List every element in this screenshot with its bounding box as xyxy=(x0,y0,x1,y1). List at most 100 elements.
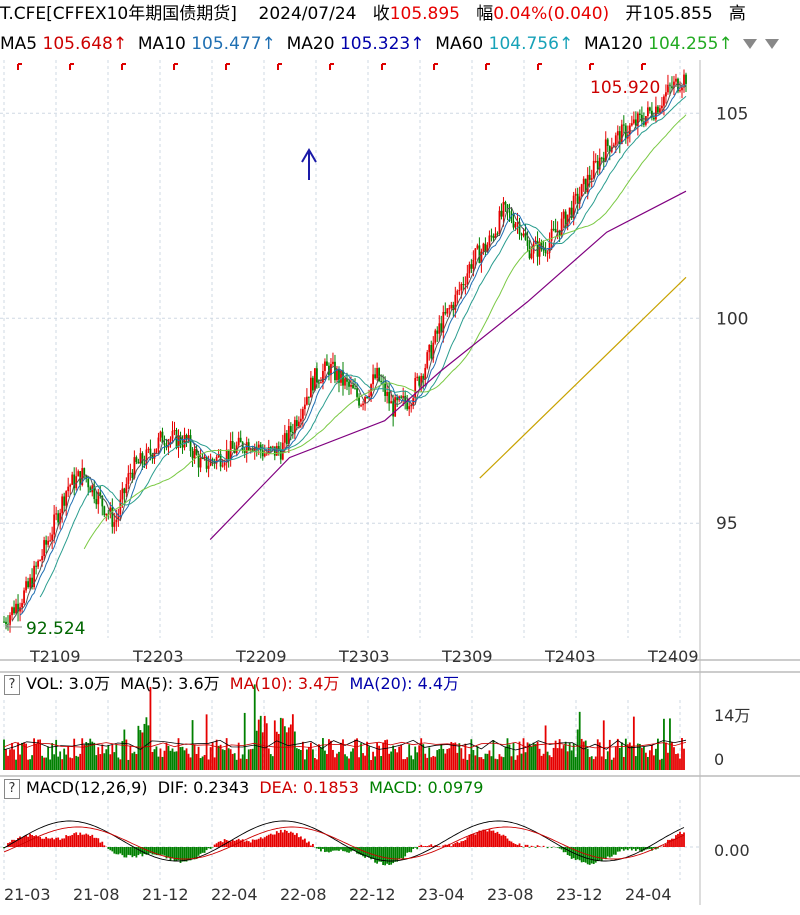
candle-body xyxy=(5,621,7,625)
volume-bar xyxy=(416,752,419,770)
candle-body xyxy=(522,233,525,236)
candle-body xyxy=(632,119,635,124)
candle-body xyxy=(622,124,625,126)
macd-bar xyxy=(608,847,611,858)
macd-bar xyxy=(121,847,124,856)
candle-body xyxy=(404,395,407,403)
macd-bar xyxy=(35,835,37,847)
volume-bar xyxy=(149,686,152,770)
macd-bar xyxy=(390,847,393,865)
volume-bar xyxy=(534,744,537,770)
macd-bar xyxy=(167,847,170,858)
x-tick-label: T2403 xyxy=(544,647,596,666)
volume-bar xyxy=(340,742,342,770)
volume-bar xyxy=(434,756,437,770)
volume-bar xyxy=(223,750,226,770)
volume-bar xyxy=(187,753,190,770)
macd-bar xyxy=(53,839,56,847)
volume-bar xyxy=(542,753,545,770)
volume-bar xyxy=(520,753,523,770)
volume-bar xyxy=(480,757,483,770)
macd-bar xyxy=(171,847,174,859)
volume-bar xyxy=(582,741,585,770)
volume-bar xyxy=(35,743,37,770)
candle-body xyxy=(233,448,236,453)
help-icon[interactable]: ? xyxy=(4,674,20,695)
macd-bar xyxy=(382,847,385,866)
macd-bar xyxy=(406,847,409,853)
macd-bar xyxy=(181,847,184,862)
macd-bar xyxy=(506,838,509,847)
macd-bar xyxy=(494,832,497,847)
volume-bar xyxy=(169,750,172,770)
candle-body xyxy=(37,560,39,567)
volume-bar xyxy=(157,756,160,770)
macd-bar xyxy=(320,847,322,852)
volume-bar xyxy=(410,755,413,770)
volume-bar xyxy=(211,742,214,770)
volume-bar xyxy=(466,759,469,770)
candle-body xyxy=(466,273,469,285)
candle-body xyxy=(89,487,92,493)
volume-bar xyxy=(19,754,21,770)
candle-body xyxy=(556,230,559,233)
volume-bar xyxy=(655,748,657,770)
macd-bar xyxy=(99,842,102,847)
volume-bar xyxy=(13,749,15,770)
volume-bar xyxy=(293,731,296,770)
macd-bar xyxy=(376,847,378,864)
volume-bar xyxy=(189,757,192,770)
volume-bar xyxy=(358,757,360,770)
volume-bar xyxy=(73,738,76,770)
settings-triangle-icon[interactable] xyxy=(764,39,779,49)
macd-bar xyxy=(362,847,364,857)
macd-bar xyxy=(584,847,587,863)
volume-bar xyxy=(245,758,248,770)
volume-bar xyxy=(299,749,302,770)
candle-body xyxy=(673,81,675,88)
volume-bars xyxy=(3,684,687,770)
candle-body xyxy=(43,540,46,557)
macd-bar xyxy=(83,834,86,847)
macd-bar xyxy=(566,847,569,855)
volume-bar xyxy=(518,741,521,770)
volume-bar xyxy=(75,755,78,770)
macd-bar xyxy=(498,833,501,847)
dropdown-triangle-icon[interactable] xyxy=(742,39,757,49)
candle-body xyxy=(13,607,15,614)
volume-bar xyxy=(137,725,140,770)
macd-bar xyxy=(536,845,539,847)
candle-body xyxy=(177,435,180,449)
help-icon[interactable]: ? xyxy=(4,778,20,799)
volume-bar xyxy=(446,749,449,770)
macd-bar xyxy=(671,838,673,847)
macd-bar xyxy=(73,833,76,847)
candle-body xyxy=(348,381,350,387)
volume-bar xyxy=(376,742,378,770)
macd-bar xyxy=(75,832,78,847)
x-tick-label: T2303 xyxy=(338,647,390,666)
volume-bar xyxy=(225,738,228,770)
open-label: 开 xyxy=(625,4,643,24)
candle-body xyxy=(63,496,66,506)
volume-bar xyxy=(237,742,240,770)
volume-bar xyxy=(588,757,591,770)
up-arrow-icon xyxy=(301,148,317,180)
macd-bar xyxy=(161,847,164,855)
period-marker-icon xyxy=(381,63,386,70)
macd-bar xyxy=(312,843,314,847)
candle-body xyxy=(374,374,376,379)
macd-bar xyxy=(297,837,300,847)
volume-bar xyxy=(452,743,455,770)
volume-bar xyxy=(398,746,401,770)
macd-bar xyxy=(414,847,417,848)
volume-bar xyxy=(307,746,310,770)
volume-bar xyxy=(620,742,623,770)
candle-body xyxy=(253,446,256,452)
volume-bar xyxy=(486,753,489,770)
volume-bar xyxy=(671,742,673,770)
volume-bar xyxy=(37,739,39,770)
period-marker-icon xyxy=(173,63,178,70)
macd-bar xyxy=(57,837,60,847)
